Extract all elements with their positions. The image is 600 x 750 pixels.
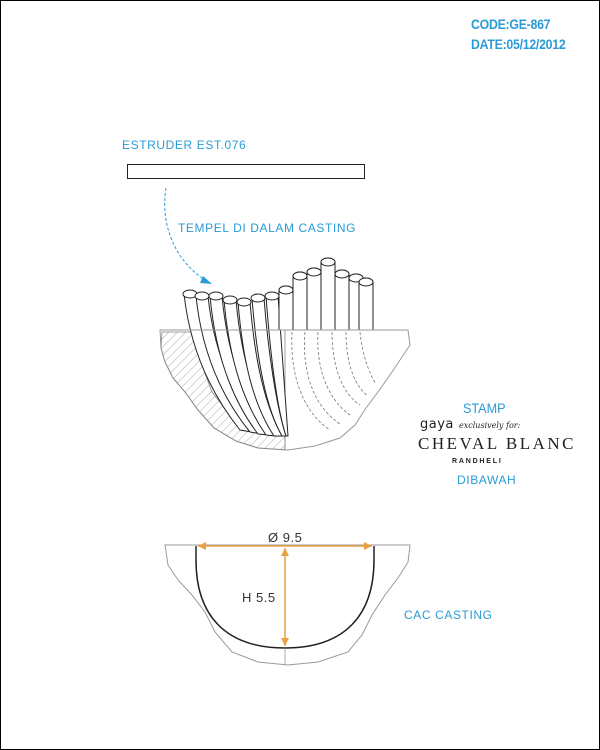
cac-casting-label: CAC CASTING [404,608,493,622]
casting-section-hatch [160,331,286,451]
stamp-label: STAMP [463,400,506,416]
height-label: H 5.5 [242,590,276,605]
casting-with-tubes [159,257,411,451]
stamp-brand-randheli: RANDHELI [452,458,503,465]
tempel-label: TEMPEL DI DALAM CASTING [178,221,357,235]
cac-casting [164,542,411,666]
stamp-brand-gaya: gaya [420,417,454,432]
estruder-bar [127,164,365,179]
dibawah-label: DIBAWAH [457,473,517,487]
code-label: CODE:GE-867 [471,16,551,32]
cac-outline [164,544,411,666]
diameter-label: Ø 9.5 [268,530,303,545]
stamp-brand-exclusive: exclusively for: [459,421,521,430]
stamp-brand-cheval-blanc: CHEVAL BLANC [418,434,576,453]
callout-arrow [164,187,209,283]
estruder-label: ESTRUDER EST.076 [122,138,247,152]
date-label: DATE:05/12/2012 [471,36,566,52]
callout-arrowhead [200,276,212,284]
